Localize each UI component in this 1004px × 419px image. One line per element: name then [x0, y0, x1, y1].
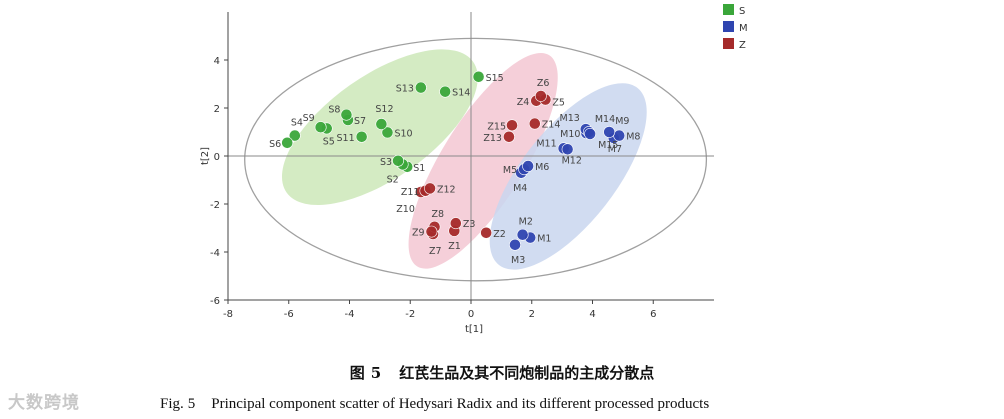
point-label-s1: S1: [413, 163, 425, 174]
point-label-z11: Z11: [401, 187, 420, 198]
point-label-s4: S4: [291, 118, 303, 129]
point-label-s2: S2: [387, 174, 399, 185]
point-label-z3: Z3: [463, 219, 476, 230]
point-z15: [506, 120, 517, 131]
point-label-m6: M6: [535, 162, 549, 173]
point-z3: [450, 218, 461, 229]
point-s14: [440, 86, 451, 97]
point-label-s3: S3: [380, 157, 392, 168]
point-s15: [473, 71, 484, 82]
y-tick-label: 0: [214, 152, 220, 163]
point-label-s13: S13: [396, 84, 414, 95]
point-label-m4: M4: [513, 183, 527, 194]
x-tick-label: 4: [589, 309, 595, 320]
point-label-s12: S12: [375, 104, 393, 115]
point-z9: [426, 226, 437, 237]
point-label-m5: M5: [503, 165, 517, 176]
figure-caption-chinese: 图 5 红芪生品及其不同炮制品的主成分散点: [0, 362, 1004, 383]
legend-swatch-s: [723, 4, 734, 15]
point-z12: [424, 183, 435, 194]
point-label-z10: Z10: [396, 204, 415, 215]
point-label-m14: M14: [595, 114, 615, 125]
y-tick-label: -4: [210, 248, 220, 259]
point-label-z6: Z6: [537, 78, 550, 89]
point-label-z2: Z2: [493, 229, 506, 240]
point-label-z8: Z8: [432, 209, 445, 220]
caption-en-title: Principal component scatter of Hedysari …: [211, 396, 709, 412]
x-tick-label: -8: [223, 309, 233, 320]
point-label-z12: Z12: [437, 184, 456, 195]
point-label-s9: S9: [303, 113, 315, 124]
legend-swatch-z: [723, 38, 734, 49]
y-tick-label: -6: [210, 296, 220, 307]
point-m9: [604, 126, 615, 137]
point-m12: [562, 144, 573, 155]
point-label-z7: Z7: [429, 246, 442, 257]
point-label-s5: S5: [323, 136, 335, 147]
point-m6: [523, 160, 534, 171]
point-label-m9: M9: [615, 116, 629, 127]
x-tick-label: -4: [345, 309, 355, 320]
point-z14: [529, 118, 540, 129]
point-label-z5: Z5: [552, 98, 565, 109]
point-s13: [415, 82, 426, 93]
point-s3: [393, 155, 404, 166]
point-label-m11: M11: [536, 138, 556, 149]
point-label-m8: M8: [626, 132, 640, 143]
point-m2: [517, 229, 528, 240]
point-label-s7: S7: [354, 116, 366, 127]
y-tick-label: 4: [214, 56, 220, 67]
point-label-m1: M1: [537, 234, 551, 245]
point-label-s8: S8: [328, 105, 340, 116]
y-tick-label: -2: [210, 200, 220, 211]
x-tick-label: -2: [405, 309, 415, 320]
caption-cn-fig: 图: [350, 364, 365, 382]
caption-cn-number: 5: [371, 364, 381, 382]
point-label-s11: S11: [337, 133, 355, 144]
point-label-m2: M2: [519, 217, 533, 228]
point-s12: [376, 118, 387, 129]
point-s6: [282, 137, 293, 148]
point-label-s6: S6: [269, 139, 281, 150]
caption-en-fig: Fig.: [160, 396, 184, 412]
caption-cn-title: 红芪生品及其不同炮制品的主成分散点: [399, 364, 654, 382]
point-z2: [481, 227, 492, 238]
point-s8: [341, 109, 352, 120]
legend-label-z: Z: [739, 40, 746, 51]
x-tick-label: -6: [284, 309, 294, 320]
point-label-m10: M10: [560, 129, 580, 140]
legend-label-s: S: [739, 6, 745, 17]
point-label-z13: Z13: [483, 133, 502, 144]
point-label-z14: Z14: [542, 120, 561, 131]
x-axis-label: t[1]: [465, 324, 483, 335]
legend-label-m: M: [739, 23, 748, 34]
point-label-m15: M15: [598, 140, 618, 151]
point-z13: [503, 131, 514, 142]
point-label-s15: S15: [486, 73, 504, 84]
watermark-logo: 大数跨境: [8, 388, 80, 413]
point-m3: [509, 239, 520, 250]
x-tick-label: 0: [468, 309, 474, 320]
point-z6: [535, 90, 546, 101]
y-tick-label: 2: [214, 104, 220, 115]
point-s11: [356, 131, 367, 142]
point-label-z4: Z4: [517, 97, 530, 108]
point-label-z1: Z1: [448, 241, 461, 252]
point-label-m12: M12: [562, 155, 582, 166]
legend-swatch-m: [723, 21, 734, 32]
y-axis-label: t[2]: [200, 147, 211, 165]
point-label-m13: M13: [560, 113, 580, 124]
point-label-s10: S10: [394, 128, 412, 139]
figure-caption-english: Fig. 5 Principal component scatter of Hedy…: [160, 396, 709, 413]
point-label-s14: S14: [452, 88, 470, 99]
point-s9: [315, 122, 326, 133]
caption-en-number: 5: [188, 396, 196, 412]
point-m15: [584, 128, 595, 139]
point-label-z9: Z9: [412, 228, 425, 239]
pca-scatter-chart: -8 -6 -4 -2 0 2 4 6-6-4-2024t[1]t[2]S1S2S3S4S5S…: [0, 0, 1004, 360]
point-label-m3: M3: [511, 255, 525, 266]
point-label-z15: Z15: [487, 121, 506, 132]
x-tick-label: 6: [650, 309, 656, 320]
x-tick-label: 2: [529, 309, 535, 320]
